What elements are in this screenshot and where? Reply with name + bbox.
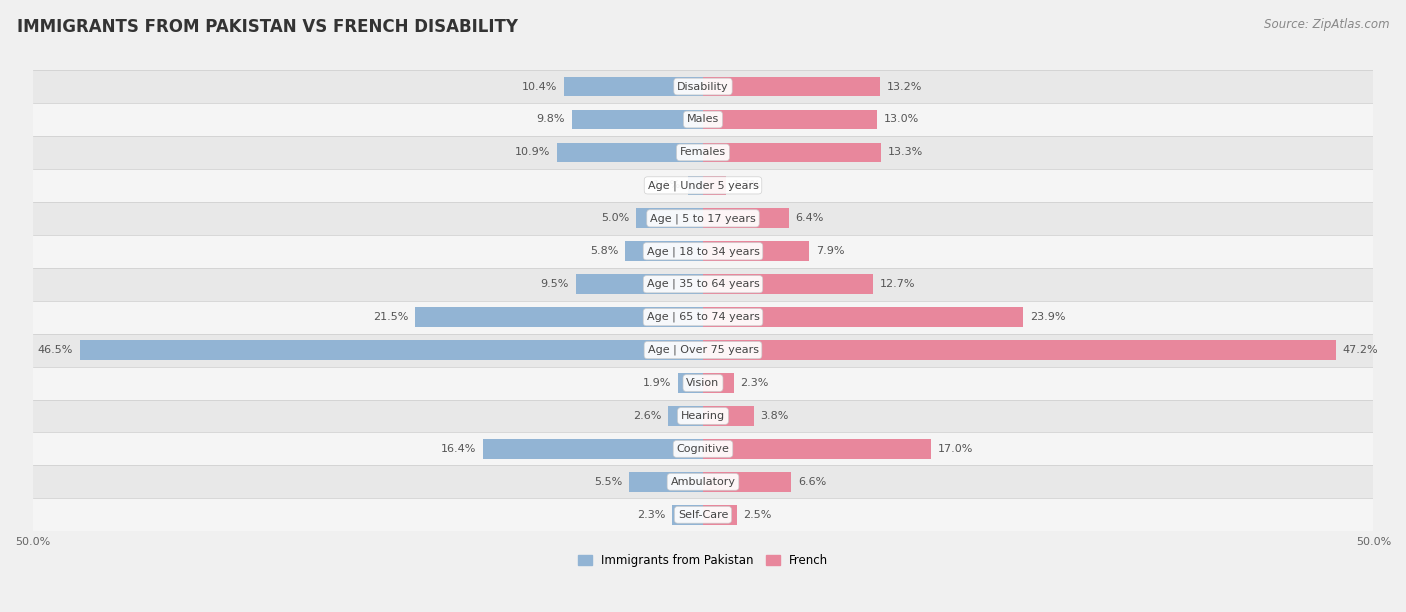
Bar	[703, 406, 754, 426]
Bar	[678, 373, 703, 393]
Bar	[32, 465, 1374, 498]
Text: Age | Over 75 years: Age | Over 75 years	[648, 345, 758, 356]
Bar	[575, 274, 703, 294]
Text: 23.9%: 23.9%	[1031, 312, 1066, 322]
Bar	[32, 103, 1374, 136]
Text: Age | 5 to 17 years: Age | 5 to 17 years	[650, 213, 756, 223]
Bar	[630, 472, 703, 492]
Text: Age | 35 to 64 years: Age | 35 to 64 years	[647, 279, 759, 289]
Text: Ambulatory: Ambulatory	[671, 477, 735, 487]
Text: 46.5%: 46.5%	[38, 345, 73, 355]
Bar	[626, 241, 703, 261]
Text: 7.9%: 7.9%	[815, 246, 844, 256]
Text: 12.7%: 12.7%	[880, 279, 915, 289]
Text: 47.2%: 47.2%	[1343, 345, 1378, 355]
Text: 2.3%: 2.3%	[741, 378, 769, 388]
Bar	[703, 110, 877, 129]
Text: 5.8%: 5.8%	[591, 246, 619, 256]
Bar	[32, 300, 1374, 334]
Bar	[32, 498, 1374, 531]
Text: Age | 18 to 34 years: Age | 18 to 34 years	[647, 246, 759, 256]
Bar	[703, 143, 882, 162]
Text: Age | 65 to 74 years: Age | 65 to 74 years	[647, 312, 759, 323]
Bar	[703, 505, 737, 524]
Text: 3.8%: 3.8%	[761, 411, 789, 421]
Bar	[689, 176, 703, 195]
Bar	[703, 76, 880, 97]
Bar	[32, 202, 1374, 235]
Text: 9.5%: 9.5%	[540, 279, 569, 289]
Text: Males: Males	[688, 114, 718, 124]
Text: 13.0%: 13.0%	[884, 114, 920, 124]
Bar	[703, 340, 1336, 360]
Bar	[80, 340, 703, 360]
Text: 13.2%: 13.2%	[887, 81, 922, 92]
Bar	[703, 307, 1024, 327]
Bar	[32, 136, 1374, 169]
Text: 2.6%: 2.6%	[633, 411, 661, 421]
Bar	[564, 76, 703, 97]
Text: 16.4%: 16.4%	[441, 444, 477, 454]
Bar	[703, 472, 792, 492]
Text: Cognitive: Cognitive	[676, 444, 730, 454]
Bar	[557, 143, 703, 162]
Text: 1.7%: 1.7%	[733, 181, 761, 190]
Text: 2.5%: 2.5%	[744, 510, 772, 520]
Text: 21.5%: 21.5%	[373, 312, 408, 322]
Text: Age | Under 5 years: Age | Under 5 years	[648, 180, 758, 190]
Bar	[572, 110, 703, 129]
Text: 6.6%: 6.6%	[799, 477, 827, 487]
Bar	[32, 400, 1374, 433]
Text: Vision: Vision	[686, 378, 720, 388]
Bar	[32, 367, 1374, 400]
Text: Hearing: Hearing	[681, 411, 725, 421]
Bar	[32, 267, 1374, 300]
Bar	[703, 439, 931, 459]
Bar	[32, 70, 1374, 103]
Bar	[703, 209, 789, 228]
Text: Source: ZipAtlas.com: Source: ZipAtlas.com	[1264, 18, 1389, 31]
Text: 5.5%: 5.5%	[595, 477, 623, 487]
Text: IMMIGRANTS FROM PAKISTAN VS FRENCH DISABILITY: IMMIGRANTS FROM PAKISTAN VS FRENCH DISAB…	[17, 18, 517, 36]
Bar	[484, 439, 703, 459]
Text: 2.3%: 2.3%	[637, 510, 665, 520]
Text: 13.3%: 13.3%	[889, 147, 924, 157]
Bar	[703, 274, 873, 294]
Bar	[703, 373, 734, 393]
Text: 10.4%: 10.4%	[522, 81, 557, 92]
Text: 17.0%: 17.0%	[938, 444, 973, 454]
Text: Disability: Disability	[678, 81, 728, 92]
Bar	[415, 307, 703, 327]
Text: Self-Care: Self-Care	[678, 510, 728, 520]
Text: 10.9%: 10.9%	[515, 147, 550, 157]
Bar	[703, 241, 808, 261]
Bar	[32, 433, 1374, 465]
Text: 6.4%: 6.4%	[796, 214, 824, 223]
Legend: Immigrants from Pakistan, French: Immigrants from Pakistan, French	[574, 549, 832, 572]
Bar	[32, 235, 1374, 267]
Bar	[668, 406, 703, 426]
Text: 1.1%: 1.1%	[654, 181, 682, 190]
Bar	[636, 209, 703, 228]
Text: 1.9%: 1.9%	[643, 378, 671, 388]
Bar	[32, 169, 1374, 202]
Text: 5.0%: 5.0%	[600, 214, 630, 223]
Bar	[672, 505, 703, 524]
Text: 9.8%: 9.8%	[537, 114, 565, 124]
Text: Females: Females	[681, 147, 725, 157]
Bar	[32, 334, 1374, 367]
Bar	[703, 176, 725, 195]
